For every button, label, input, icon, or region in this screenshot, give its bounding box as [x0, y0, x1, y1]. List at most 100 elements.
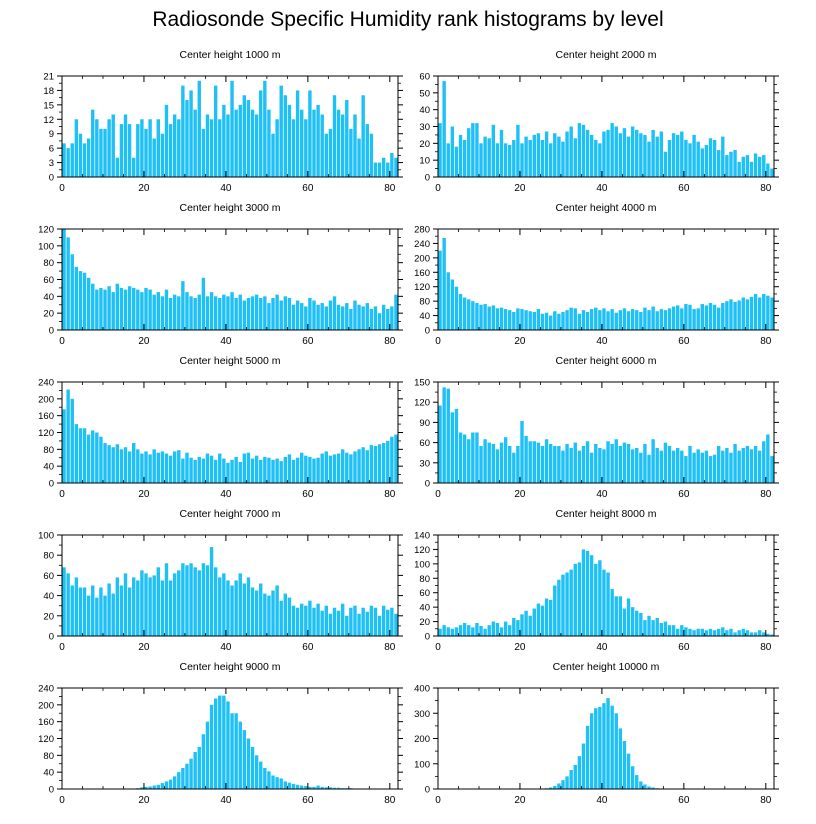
- bar: [267, 109, 271, 177]
- bar: [361, 95, 365, 177]
- bar: [107, 445, 111, 484]
- bar: [548, 599, 553, 636]
- bar: [626, 443, 631, 483]
- bar: [332, 296, 337, 330]
- bar: [704, 305, 709, 330]
- bar: [585, 129, 590, 177]
- bar: [716, 307, 721, 330]
- bar: [283, 456, 288, 483]
- bar: [499, 129, 504, 177]
- bar: [312, 300, 316, 330]
- bar: [622, 741, 627, 789]
- bar: [569, 447, 573, 483]
- y-tick-label: 200: [38, 394, 54, 405]
- bar: [250, 746, 255, 789]
- x-tick-label: 80: [384, 795, 396, 806]
- bar: [725, 301, 729, 330]
- bar: [238, 104, 242, 177]
- bar: [267, 303, 271, 330]
- bar: [189, 457, 193, 483]
- bar: [160, 580, 165, 636]
- bar: [222, 104, 226, 177]
- bar: [164, 781, 169, 789]
- bar: [336, 109, 341, 177]
- bar: [548, 443, 553, 483]
- bar: [487, 442, 491, 483]
- bar: [332, 607, 337, 636]
- bar: [172, 776, 177, 790]
- bar: [234, 298, 238, 330]
- bar: [369, 308, 374, 330]
- y-tick-label: 240: [38, 378, 54, 389]
- bar: [181, 85, 185, 177]
- bar: [340, 603, 345, 636]
- y-tick-label: 80: [419, 574, 430, 585]
- bar: [86, 277, 91, 330]
- bar: [757, 297, 762, 330]
- bar: [569, 569, 573, 636]
- bar: [365, 303, 369, 330]
- bar: [716, 445, 721, 483]
- bar: [193, 567, 197, 636]
- bar: [246, 452, 251, 483]
- bar: [639, 452, 643, 483]
- y-tick-label: 60: [419, 72, 430, 83]
- bar: [394, 294, 398, 330]
- x-tick-label: 80: [760, 489, 772, 500]
- bar: [304, 605, 308, 636]
- bar: [369, 445, 374, 484]
- bar: [516, 308, 520, 330]
- bar: [300, 109, 304, 177]
- bar: [336, 453, 341, 483]
- bar: [254, 455, 259, 483]
- bar: [172, 573, 177, 636]
- bar: [622, 442, 627, 483]
- bar: [230, 459, 234, 483]
- x-tick-label: 20: [514, 642, 526, 653]
- bar: [684, 304, 688, 330]
- bar: [250, 109, 255, 177]
- bar: [467, 299, 471, 330]
- bar: [95, 119, 99, 177]
- x-tick-label: 20: [514, 183, 526, 194]
- bar: [577, 450, 582, 483]
- bar: [688, 304, 692, 330]
- x-tick-label: 40: [596, 183, 608, 194]
- bar: [177, 772, 181, 789]
- bar: [82, 143, 87, 177]
- bar: [589, 134, 594, 177]
- bar: [373, 445, 378, 483]
- bar: [287, 597, 292, 636]
- bar: [499, 442, 504, 483]
- bar: [115, 577, 120, 636]
- bar: [365, 124, 369, 177]
- bar: [598, 447, 602, 483]
- bar: [279, 461, 283, 483]
- bar: [189, 563, 193, 636]
- y-tick-label: 0: [49, 326, 54, 337]
- bar: [156, 452, 160, 483]
- y-tick-label: 0: [425, 632, 430, 643]
- bar: [725, 447, 729, 483]
- bar: [193, 109, 197, 177]
- bar: [226, 114, 230, 177]
- y-tick-label: 40: [43, 462, 54, 473]
- bar: [127, 451, 132, 483]
- bar: [643, 620, 647, 636]
- bar: [275, 777, 279, 789]
- bar: [353, 300, 357, 330]
- bar: [144, 451, 148, 483]
- bar: [626, 598, 631, 636]
- bar: [491, 621, 496, 636]
- bar: [144, 287, 148, 330]
- x-tick-label: 60: [302, 795, 314, 806]
- panel-title: Center height 5000 m: [180, 355, 281, 367]
- bar: [381, 443, 386, 483]
- bar: [287, 782, 292, 789]
- bar: [201, 563, 206, 636]
- bar: [254, 294, 259, 330]
- bar: [680, 450, 684, 483]
- bar: [704, 145, 709, 177]
- bar: [753, 153, 758, 177]
- bar: [622, 308, 627, 330]
